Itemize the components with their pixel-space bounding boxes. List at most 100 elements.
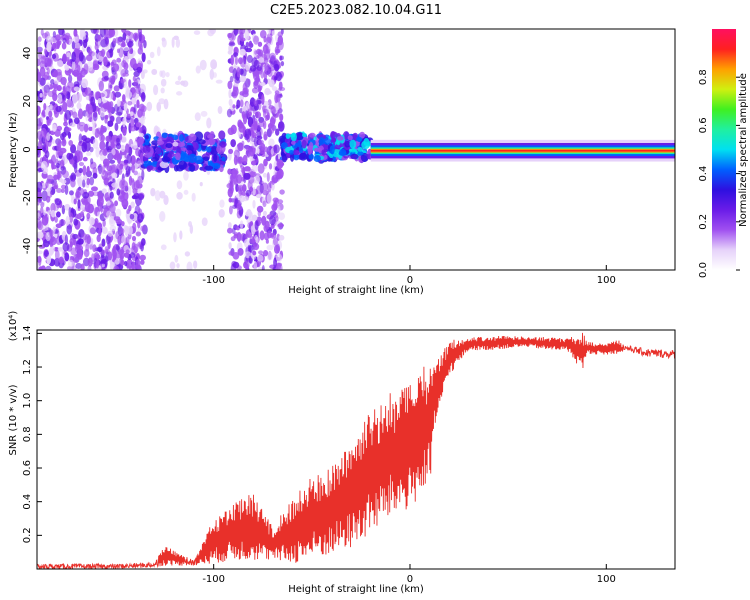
spectrogram-cell [248,255,252,264]
spectrogram-cell [180,80,186,86]
spectrogram-cell [264,87,271,96]
spectrogram-cell [150,187,156,197]
spectrogram-cell [285,133,291,139]
spectrogram-cell [175,91,183,96]
spectrogram-cell [55,162,61,169]
spectrogram-cell [78,121,86,127]
spectrogram-cell [262,44,269,54]
spectrogram-cell [249,211,254,223]
spectrogram-cell [125,249,130,254]
spectrogram-cell [186,261,193,270]
spectrogram-cell [156,46,161,57]
spectrogram-cell [130,117,135,128]
spectrogram-cell [121,235,128,245]
spectrogram-cell [132,32,139,41]
spectrogram-cell [275,94,281,103]
spectrogram-cell [278,234,285,241]
spectrogram-cell [41,32,49,39]
spectrogram-cell [317,134,327,140]
spectrogram-cell [89,227,96,234]
spectrogram-cell [55,223,62,229]
spectrogram-cell [244,233,249,240]
spectrogram-cell [268,138,275,147]
spectrogram-cell [269,117,276,127]
spectrogram-cell [109,203,116,214]
spectrogram-cell [272,237,278,246]
spectrogram-cell [141,91,146,103]
spectrogram-cell [240,68,247,78]
spectrogram-cell [111,247,117,258]
spectrogram-cell [82,179,86,188]
spectrogram-cell [201,217,208,226]
spectrogram-cell [131,261,135,270]
spectrogram-cell [228,197,233,203]
spectrogram-cell [115,231,120,240]
spectrogram-cell [251,57,258,67]
colorbar-gradient [712,29,736,270]
spectrogram-cell [63,121,68,127]
spectrogram-cell [41,109,46,117]
spectrogram-cell [157,137,163,146]
spectrogram-cell [83,63,89,75]
spectrogram-cell [96,234,101,243]
spectrogram-cell [155,147,162,155]
spectrogram-cell [141,52,146,63]
spectrogram-cell [252,199,256,209]
spectrogram-cell [235,156,242,164]
spectrogram-cell [56,39,61,49]
spectrogram-cell [109,48,114,58]
spectrogram-cell [113,71,118,80]
spectrogram-cell [107,251,113,261]
spectrogram-cell [297,140,302,148]
spectrogram-cell [122,127,127,136]
spectrogram-cell [106,135,112,141]
spectrogram-cell [120,259,125,266]
spectrogram-cell [40,127,47,138]
spectrogram-cell [98,80,105,92]
spectrogram-cell [259,81,266,87]
spectrogram-cell [329,153,334,158]
spectrogram-cell [37,250,43,255]
spectrogram-cell [53,232,58,239]
spectrogram-cell [40,206,44,217]
spectrogram-cell [253,99,258,107]
spectrogram-cell [82,233,88,241]
spectrogram-cell [228,251,234,256]
spectrogram-cell [206,117,212,129]
spectrogram-cell [133,70,140,78]
spectrogram-cell [250,160,257,166]
spectrogram-cell [123,103,128,112]
spectrogram-cell [291,149,300,156]
spectrogram-cell [187,150,193,155]
spectrogram-cell [72,36,79,43]
spectrogram-cell [87,48,93,57]
spectrogram-cell [188,133,197,142]
spectrogram-cell [268,79,275,88]
snr-frame [36,329,676,570]
spectrogram-cell [116,137,120,143]
spectrogram-cell [64,64,70,71]
spectrogram-cell [244,29,250,41]
spectrogram-cell [245,189,252,197]
spectrogram-cell [261,264,265,270]
colorbar-tick-label: 0.6 [698,117,709,133]
spectrogram-cell [251,214,258,221]
spectrogram-cell [43,90,48,97]
spectrogram-cell [233,177,239,186]
spectrogram-cell [56,60,64,67]
spectrogram-region-blob [140,130,228,174]
spectrogram-cell [289,152,295,162]
spectrogram-cell [260,143,266,152]
spectrogram-cell [228,242,232,250]
colorbar-tick-label: 0.2 [698,214,709,230]
spectrogram-cell [78,133,83,144]
spectrogram-cell [95,146,100,158]
spectrogram-cell [212,162,221,170]
spectrogram-cell [64,203,71,211]
spectrogram-cell [71,93,78,104]
spectrogram-cell [112,63,120,72]
spectrogram-cell [73,237,77,246]
spectrogram-cell [87,106,94,115]
spectrogram-cell [159,161,169,169]
spectrogram-cell [124,260,128,267]
